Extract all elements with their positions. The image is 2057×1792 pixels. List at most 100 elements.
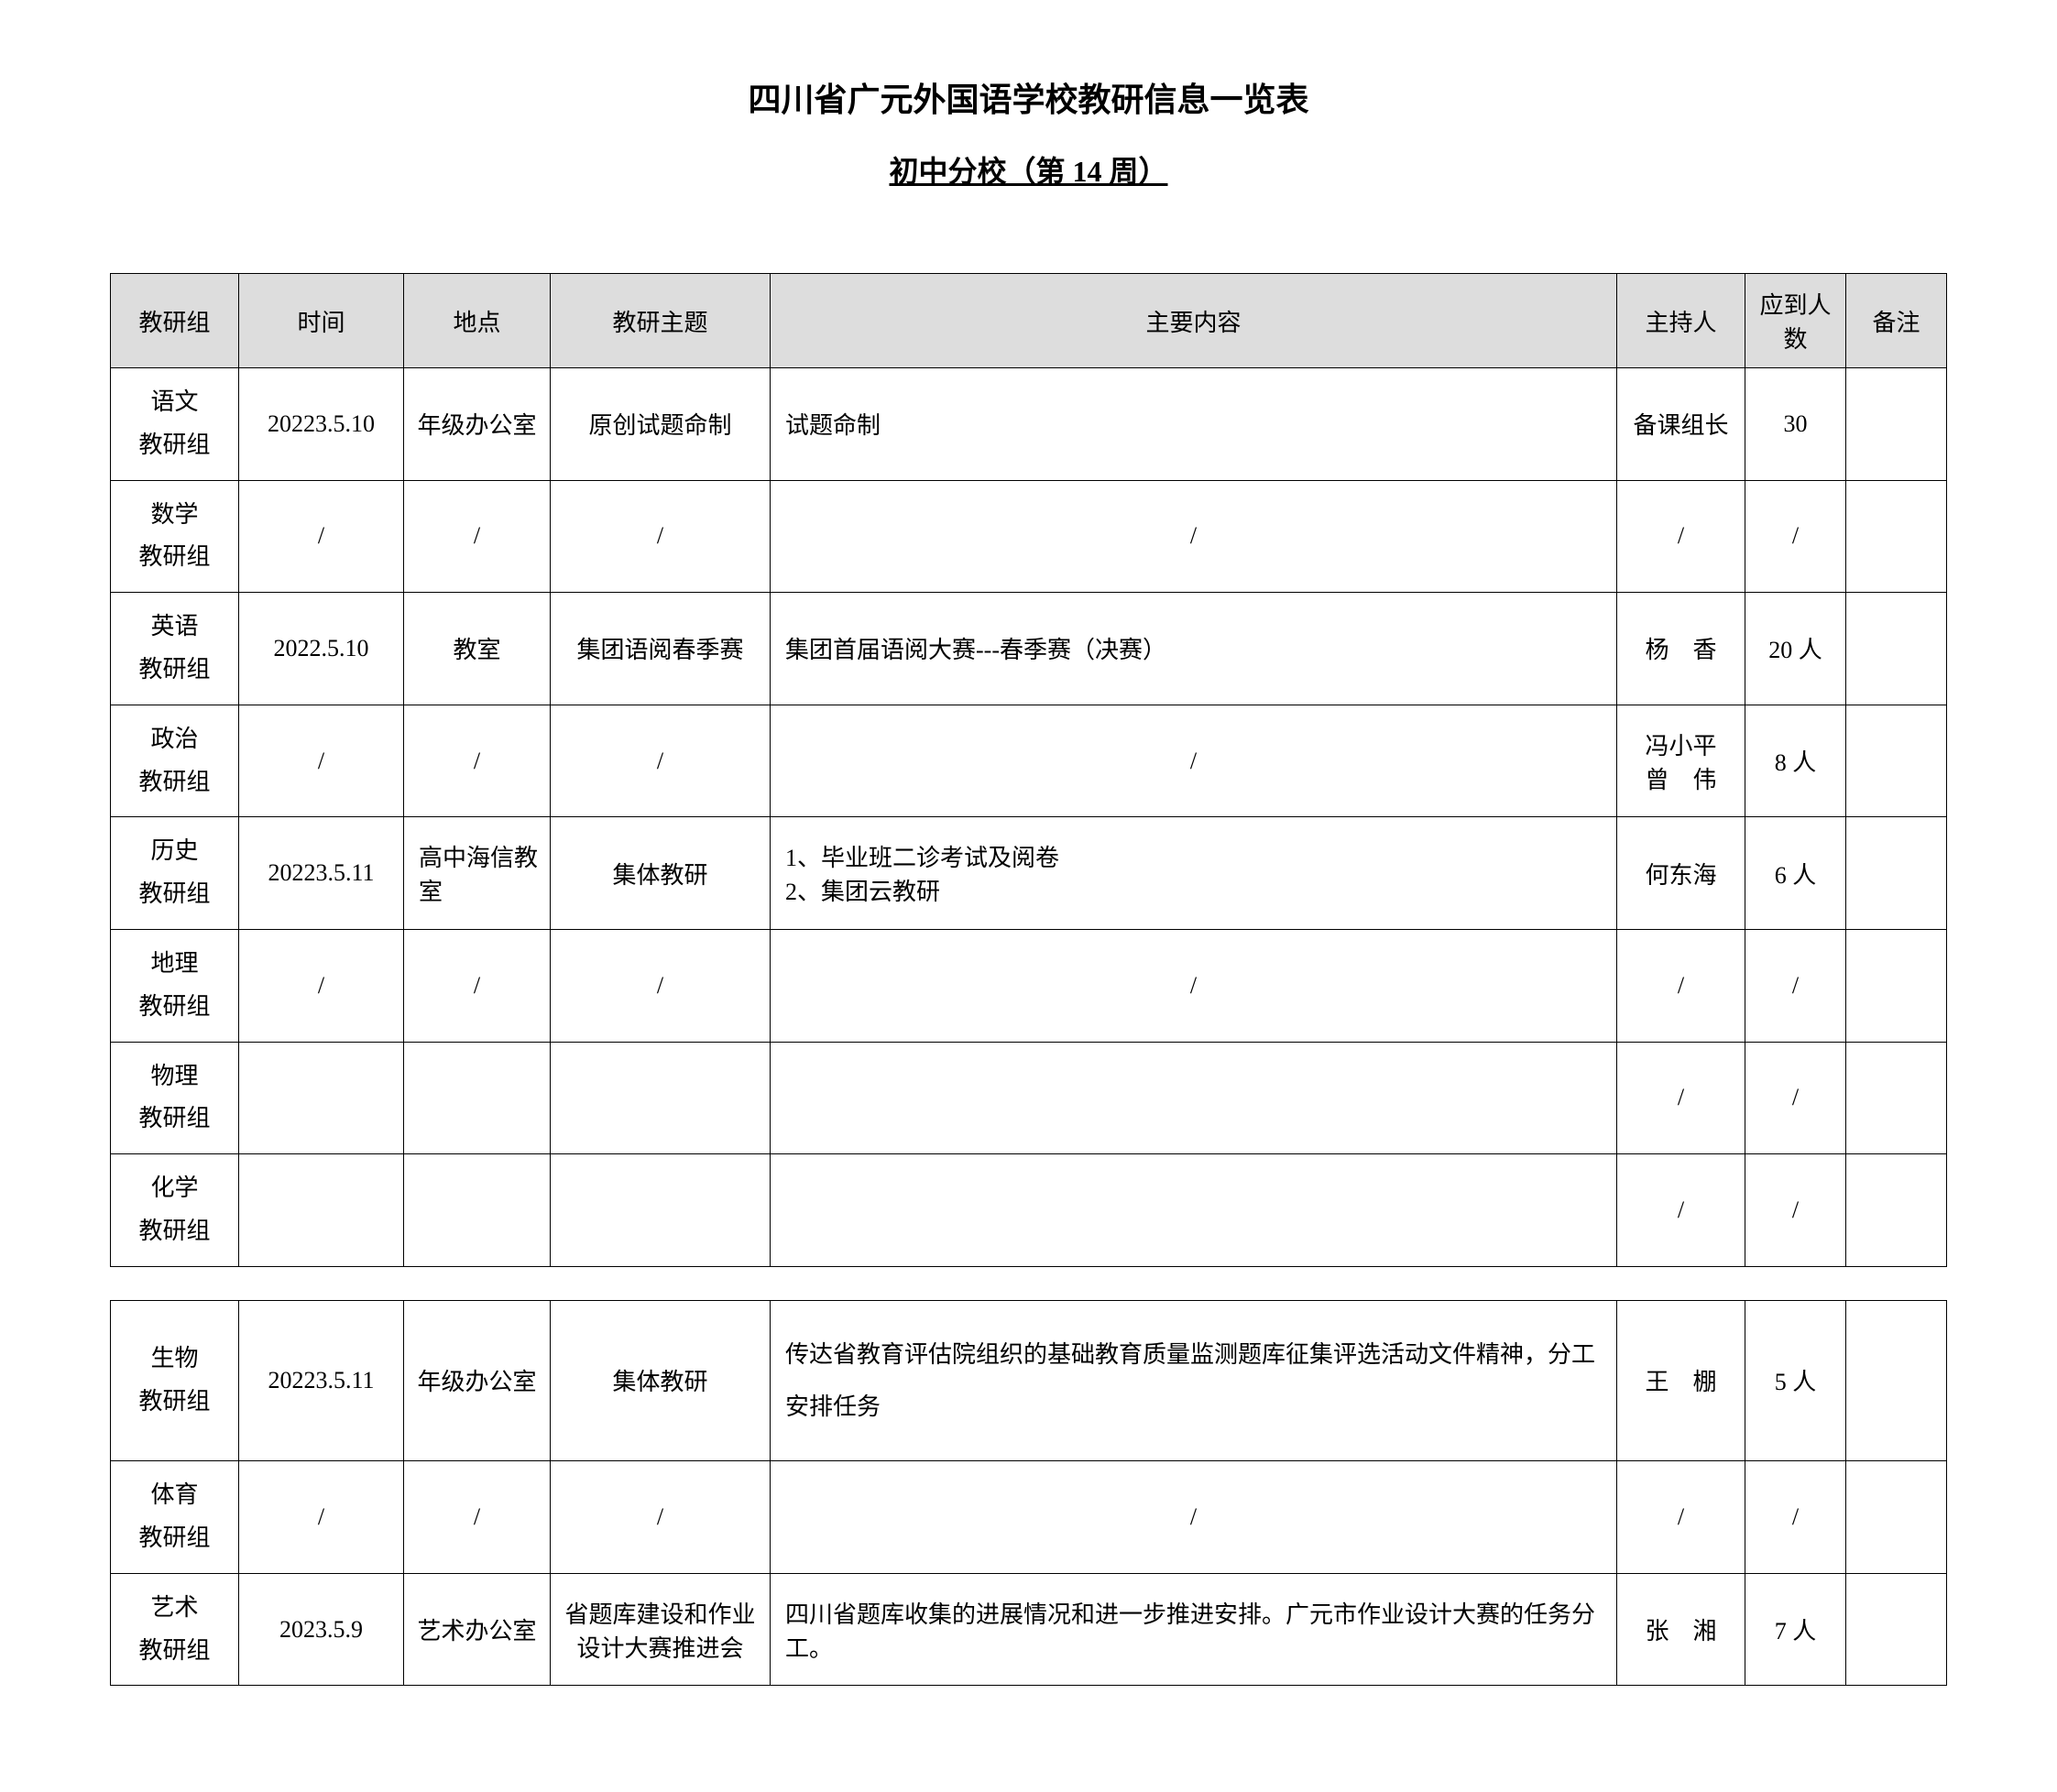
col-header-group: 教研组 (111, 274, 239, 368)
table-row: 艺术教研组 2023.5.9 艺术办公室 省题库建设和作业设计大赛推进会 四川省… (111, 1573, 1947, 1686)
cell-location: 高中海信教室 (404, 817, 551, 930)
cell-count: / (1745, 480, 1846, 593)
cell-host: / (1617, 929, 1745, 1042)
cell-host: 何东海 (1617, 817, 1745, 930)
cell-topic: / (551, 929, 771, 1042)
cell-count: 6 人 (1745, 817, 1846, 930)
cell-note (1846, 929, 1947, 1042)
cell-group: 物理教研组 (111, 1042, 239, 1154)
table-row: 物理教研组 / / (111, 1042, 1947, 1154)
cell-group: 英语教研组 (111, 593, 239, 705)
cell-location: 教室 (404, 593, 551, 705)
table-row: 地理教研组 / / / / / / (111, 929, 1947, 1042)
cell-time: 20223.5.11 (239, 1300, 404, 1460)
cell-location: 年级办公室 (404, 1300, 551, 1460)
cell-content: / (771, 705, 1617, 817)
cell-count: 8 人 (1745, 705, 1846, 817)
cell-group: 数学教研组 (111, 480, 239, 593)
cell-group: 艺术教研组 (111, 1573, 239, 1686)
cell-group: 化学教研组 (111, 1154, 239, 1267)
cell-time: 2023.5.9 (239, 1573, 404, 1686)
table-header-row: 教研组 时间 地点 教研主题 主要内容 主持人 应到人数 备注 (111, 274, 1947, 368)
cell-time: / (239, 1461, 404, 1574)
table-row: 生物教研组 20223.5.11 年级办公室 集体教研 传达省教育评估院组织的基… (111, 1300, 1947, 1460)
col-header-note: 备注 (1846, 274, 1947, 368)
main-title: 四川省广元外国语学校教研信息一览表 (110, 73, 1947, 121)
cell-topic: / (551, 705, 771, 817)
cell-group: 历史教研组 (111, 817, 239, 930)
table-row: 体育教研组 / / / / / / (111, 1461, 1947, 1574)
table-row: 政治教研组 / / / / 冯小平 曾 伟 8 人 (111, 705, 1947, 817)
cell-note (1846, 1154, 1947, 1267)
table-row: 英语教研组 2022.5.10 教室 集团语阅春季赛 集团首届语阅大赛---春季… (111, 593, 1947, 705)
cell-content (771, 1154, 1617, 1267)
cell-note (1846, 817, 1947, 930)
cell-note (1846, 1042, 1947, 1154)
cell-location: / (404, 929, 551, 1042)
cell-topic (551, 1042, 771, 1154)
cell-time: 2022.5.10 (239, 593, 404, 705)
cell-count: / (1745, 1461, 1846, 1574)
cell-topic: 集团语阅春季赛 (551, 593, 771, 705)
cell-time: / (239, 929, 404, 1042)
col-header-count: 应到人数 (1745, 274, 1846, 368)
cell-note (1846, 705, 1947, 817)
cell-group: 生物教研组 (111, 1300, 239, 1460)
cell-topic (551, 1154, 771, 1267)
cell-topic: 省题库建设和作业设计大赛推进会 (551, 1573, 771, 1686)
table-row: 化学教研组 / / (111, 1154, 1947, 1267)
cell-host: 冯小平 曾 伟 (1617, 705, 1745, 817)
cell-count: / (1745, 1154, 1846, 1267)
cell-count: 20 人 (1745, 593, 1846, 705)
cell-host: 张 湘 (1617, 1573, 1745, 1686)
table-1: 教研组 时间 地点 教研主题 主要内容 主持人 应到人数 备注 语文教研组 20… (110, 273, 1947, 1267)
cell-count: / (1745, 929, 1846, 1042)
cell-host: / (1617, 1042, 1745, 1154)
cell-count: 7 人 (1745, 1573, 1846, 1686)
cell-location: / (404, 705, 551, 817)
cell-note (1846, 1300, 1947, 1460)
cell-group: 体育教研组 (111, 1461, 239, 1574)
cell-note (1846, 1461, 1947, 1574)
cell-location: 艺术办公室 (404, 1573, 551, 1686)
cell-topic: 集体教研 (551, 1300, 771, 1460)
cell-note (1846, 368, 1947, 481)
col-header-time: 时间 (239, 274, 404, 368)
cell-count: 5 人 (1745, 1300, 1846, 1460)
cell-host: 备课组长 (1617, 368, 1745, 481)
table-2: 生物教研组 20223.5.11 年级办公室 集体教研 传达省教育评估院组织的基… (110, 1300, 1947, 1687)
cell-content: 1、毕业班二诊考试及阅卷 2、集团云教研 (771, 817, 1617, 930)
cell-note (1846, 1573, 1947, 1686)
cell-location (404, 1042, 551, 1154)
cell-time: 20223.5.11 (239, 817, 404, 930)
cell-location: / (404, 1461, 551, 1574)
cell-group: 语文教研组 (111, 368, 239, 481)
col-header-topic: 教研主题 (551, 274, 771, 368)
cell-host: / (1617, 480, 1745, 593)
cell-content: / (771, 929, 1617, 1042)
cell-count: / (1745, 1042, 1846, 1154)
table-row: 语文教研组 20223.5.10 年级办公室 原创试题命制 试题命制 备课组长 … (111, 368, 1947, 481)
cell-count: 30 (1745, 368, 1846, 481)
cell-content: / (771, 480, 1617, 593)
cell-host: / (1617, 1461, 1745, 1574)
col-header-content: 主要内容 (771, 274, 1617, 368)
cell-host: 王 棚 (1617, 1300, 1745, 1460)
cell-content: 试题命制 (771, 368, 1617, 481)
cell-time (239, 1154, 404, 1267)
cell-group: 地理教研组 (111, 929, 239, 1042)
cell-content: / (771, 1461, 1617, 1574)
col-header-location: 地点 (404, 274, 551, 368)
cell-topic: 原创试题命制 (551, 368, 771, 481)
cell-location (404, 1154, 551, 1267)
cell-topic: / (551, 1461, 771, 1574)
cell-content (771, 1042, 1617, 1154)
cell-topic: / (551, 480, 771, 593)
cell-group: 政治教研组 (111, 705, 239, 817)
col-header-host: 主持人 (1617, 274, 1745, 368)
cell-note (1846, 593, 1947, 705)
cell-content: 集团首届语阅大赛---春季赛（决赛） (771, 593, 1617, 705)
cell-content: 传达省教育评估院组织的基础教育质量监测题库征集评选活动文件精神，分工安排任务 (771, 1300, 1617, 1460)
cell-location: 年级办公室 (404, 368, 551, 481)
sub-title: 初中分校（第 14 周） (110, 148, 1947, 191)
